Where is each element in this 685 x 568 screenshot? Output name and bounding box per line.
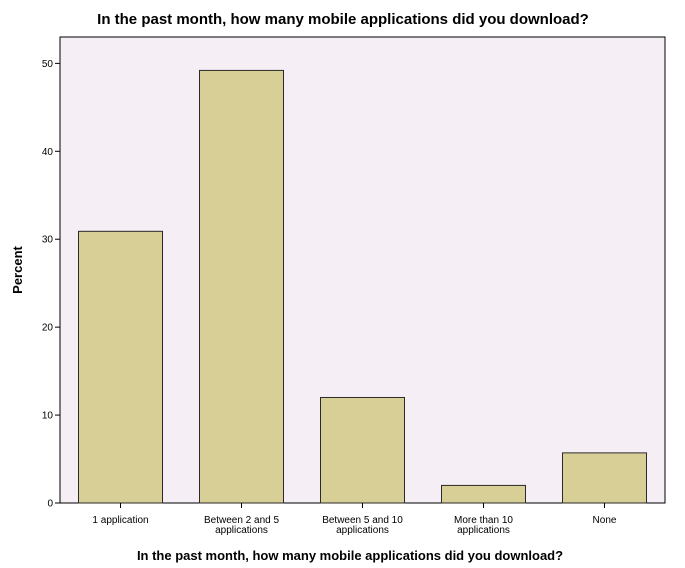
chart-title: In the past month, how many mobile appli… [97, 11, 589, 28]
x-tick-label-line: 1 application [92, 515, 148, 526]
bar [78, 230, 163, 504]
y-tick-label: 20 [42, 323, 54, 334]
x-tick-label-line: applications [457, 525, 510, 536]
bars [78, 69, 647, 504]
x-axis: 1 application Between 2 and 5 applications… [92, 503, 617, 536]
x-tick-label: Between 2 and 5 applications [204, 515, 279, 536]
bar [199, 69, 284, 504]
y-tick-label: 0 [47, 499, 53, 510]
x-tick-label: More than 10 applications [454, 515, 513, 536]
bar [562, 452, 647, 504]
x-tick-label: Between 5 and 10 applications [322, 515, 403, 536]
x-tick-label-line: Between 5 and 10 [322, 515, 403, 526]
y-axis-label: Percent [10, 245, 25, 293]
y-tick-label: 40 [42, 147, 54, 158]
bar [441, 484, 526, 504]
y-tick-label: 30 [42, 235, 54, 246]
x-tick-label-line: applications [215, 525, 268, 536]
y-tick-label: 10 [42, 411, 54, 422]
x-tick-label-line: None [593, 515, 617, 526]
bar [320, 396, 405, 504]
x-tick-label: 1 application [92, 515, 148, 526]
y-tick-label: 50 [42, 59, 54, 70]
x-tick-label-line: More than 10 [454, 515, 513, 526]
y-axis: 0 10 20 30 40 50 [42, 59, 60, 510]
x-tick-label-line: Between 2 and 5 [204, 515, 279, 526]
x-tick-label: None [593, 515, 617, 526]
x-tick-label-line: applications [336, 525, 389, 536]
x-axis-label: In the past month, how many mobile appli… [137, 548, 563, 563]
